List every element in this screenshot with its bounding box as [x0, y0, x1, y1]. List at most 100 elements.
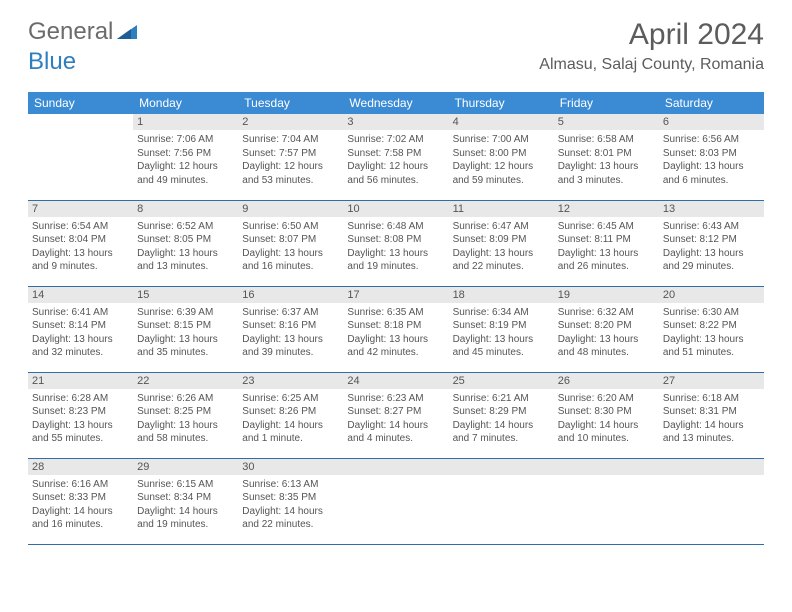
- day-number: 15: [133, 287, 238, 303]
- day-details: Sunrise: 6:16 AMSunset: 8:33 PMDaylight:…: [28, 475, 133, 535]
- calendar-cell: 27Sunrise: 6:18 AMSunset: 8:31 PMDayligh…: [659, 372, 764, 458]
- day-details: Sunrise: 6:48 AMSunset: 8:08 PMDaylight:…: [343, 217, 448, 277]
- empty-day-head: [659, 459, 764, 475]
- daylight-line1: Daylight: 14 hours: [453, 419, 550, 433]
- empty-day-head: [449, 459, 554, 475]
- day-details: Sunrise: 6:45 AMSunset: 8:11 PMDaylight:…: [554, 217, 659, 277]
- sunrise-text: Sunrise: 6:28 AM: [32, 392, 129, 406]
- daylight-line2: and 45 minutes.: [453, 346, 550, 360]
- daylight-line1: Daylight: 13 hours: [32, 333, 129, 347]
- calendar-cell: 6Sunrise: 6:56 AMSunset: 8:03 PMDaylight…: [659, 114, 764, 200]
- calendar-cell: 22Sunrise: 6:26 AMSunset: 8:25 PMDayligh…: [133, 372, 238, 458]
- daylight-line2: and 13 minutes.: [663, 432, 760, 446]
- day-number: 25: [449, 373, 554, 389]
- sunset-text: Sunset: 8:27 PM: [347, 405, 444, 419]
- daylight-line1: Daylight: 12 hours: [242, 160, 339, 174]
- sunset-text: Sunset: 8:01 PM: [558, 147, 655, 161]
- daylight-line2: and 6 minutes.: [663, 174, 760, 188]
- daylight-line1: Daylight: 13 hours: [137, 247, 234, 261]
- weekday-header: Sunday: [28, 92, 133, 114]
- day-number: 7: [28, 201, 133, 217]
- logo-triangle-icon: [117, 21, 137, 44]
- day-details: Sunrise: 6:28 AMSunset: 8:23 PMDaylight:…: [28, 389, 133, 449]
- sunset-text: Sunset: 8:31 PM: [663, 405, 760, 419]
- sunrise-text: Sunrise: 6:25 AM: [242, 392, 339, 406]
- sunset-text: Sunset: 8:22 PM: [663, 319, 760, 333]
- daylight-line1: Daylight: 13 hours: [32, 419, 129, 433]
- day-details: Sunrise: 6:54 AMSunset: 8:04 PMDaylight:…: [28, 217, 133, 277]
- daylight-line2: and 16 minutes.: [242, 260, 339, 274]
- daylight-line1: Daylight: 14 hours: [663, 419, 760, 433]
- day-details: Sunrise: 7:04 AMSunset: 7:57 PMDaylight:…: [238, 130, 343, 190]
- day-number: 19: [554, 287, 659, 303]
- day-details: Sunrise: 6:20 AMSunset: 8:30 PMDaylight:…: [554, 389, 659, 449]
- sunset-text: Sunset: 8:15 PM: [137, 319, 234, 333]
- sunrise-text: Sunrise: 6:20 AM: [558, 392, 655, 406]
- day-number: 30: [238, 459, 343, 475]
- calendar-week-row: 14Sunrise: 6:41 AMSunset: 8:14 PMDayligh…: [28, 286, 764, 372]
- sunrise-text: Sunrise: 6:45 AM: [558, 220, 655, 234]
- daylight-line2: and 10 minutes.: [558, 432, 655, 446]
- daylight-line1: Daylight: 13 hours: [558, 247, 655, 261]
- daylight-line1: Daylight: 13 hours: [453, 333, 550, 347]
- calendar-cell: 11Sunrise: 6:47 AMSunset: 8:09 PMDayligh…: [449, 200, 554, 286]
- sunrise-text: Sunrise: 7:06 AM: [137, 133, 234, 147]
- day-details: Sunrise: 6:25 AMSunset: 8:26 PMDaylight:…: [238, 389, 343, 449]
- sunset-text: Sunset: 8:18 PM: [347, 319, 444, 333]
- daylight-line2: and 3 minutes.: [558, 174, 655, 188]
- calendar-cell: 14Sunrise: 6:41 AMSunset: 8:14 PMDayligh…: [28, 286, 133, 372]
- daylight-line1: Daylight: 14 hours: [242, 419, 339, 433]
- calendar-cell: 30Sunrise: 6:13 AMSunset: 8:35 PMDayligh…: [238, 458, 343, 544]
- day-details: Sunrise: 7:02 AMSunset: 7:58 PMDaylight:…: [343, 130, 448, 190]
- sunrise-text: Sunrise: 7:02 AM: [347, 133, 444, 147]
- day-number: 26: [554, 373, 659, 389]
- logo-text-gray: General: [28, 18, 113, 46]
- daylight-line2: and 53 minutes.: [242, 174, 339, 188]
- day-number: 27: [659, 373, 764, 389]
- sunset-text: Sunset: 8:09 PM: [453, 233, 550, 247]
- weekday-header-row: SundayMondayTuesdayWednesdayThursdayFrid…: [28, 92, 764, 114]
- day-details: Sunrise: 6:23 AMSunset: 8:27 PMDaylight:…: [343, 389, 448, 449]
- calendar-cell: 3Sunrise: 7:02 AMSunset: 7:58 PMDaylight…: [343, 114, 448, 200]
- day-number: 9: [238, 201, 343, 217]
- daylight-line1: Daylight: 13 hours: [663, 333, 760, 347]
- day-details: Sunrise: 6:18 AMSunset: 8:31 PMDaylight:…: [659, 389, 764, 449]
- calendar-cell: 20Sunrise: 6:30 AMSunset: 8:22 PMDayligh…: [659, 286, 764, 372]
- daylight-line1: Daylight: 13 hours: [137, 333, 234, 347]
- sunset-text: Sunset: 7:57 PM: [242, 147, 339, 161]
- daylight-line1: Daylight: 14 hours: [347, 419, 444, 433]
- day-number: 6: [659, 114, 764, 130]
- sunset-text: Sunset: 8:19 PM: [453, 319, 550, 333]
- calendar-cell: 17Sunrise: 6:35 AMSunset: 8:18 PMDayligh…: [343, 286, 448, 372]
- sunrise-text: Sunrise: 6:43 AM: [663, 220, 760, 234]
- daylight-line2: and 19 minutes.: [137, 518, 234, 532]
- calendar-week-row: 21Sunrise: 6:28 AMSunset: 8:23 PMDayligh…: [28, 372, 764, 458]
- sunset-text: Sunset: 8:33 PM: [32, 491, 129, 505]
- weekday-header: Thursday: [449, 92, 554, 114]
- daylight-line1: Daylight: 13 hours: [663, 247, 760, 261]
- sunset-text: Sunset: 8:08 PM: [347, 233, 444, 247]
- daylight-line1: Daylight: 13 hours: [558, 160, 655, 174]
- day-number: 16: [238, 287, 343, 303]
- weekday-header: Friday: [554, 92, 659, 114]
- calendar-cell: 28Sunrise: 6:16 AMSunset: 8:33 PMDayligh…: [28, 458, 133, 544]
- daylight-line1: Daylight: 13 hours: [32, 247, 129, 261]
- day-number: 22: [133, 373, 238, 389]
- day-details: Sunrise: 6:37 AMSunset: 8:16 PMDaylight:…: [238, 303, 343, 363]
- sunrise-text: Sunrise: 6:37 AM: [242, 306, 339, 320]
- daylight-line2: and 49 minutes.: [137, 174, 234, 188]
- day-number: 1: [133, 114, 238, 130]
- sunrise-text: Sunrise: 6:52 AM: [137, 220, 234, 234]
- sunset-text: Sunset: 8:04 PM: [32, 233, 129, 247]
- daylight-line1: Daylight: 13 hours: [242, 247, 339, 261]
- sunrise-text: Sunrise: 6:41 AM: [32, 306, 129, 320]
- day-number: 17: [343, 287, 448, 303]
- daylight-line1: Daylight: 14 hours: [137, 505, 234, 519]
- daylight-line1: Daylight: 13 hours: [242, 333, 339, 347]
- daylight-line2: and 13 minutes.: [137, 260, 234, 274]
- daylight-line2: and 29 minutes.: [663, 260, 760, 274]
- day-details: Sunrise: 6:32 AMSunset: 8:20 PMDaylight:…: [554, 303, 659, 363]
- daylight-line1: Daylight: 14 hours: [558, 419, 655, 433]
- daylight-line2: and 48 minutes.: [558, 346, 655, 360]
- sunrise-text: Sunrise: 6:26 AM: [137, 392, 234, 406]
